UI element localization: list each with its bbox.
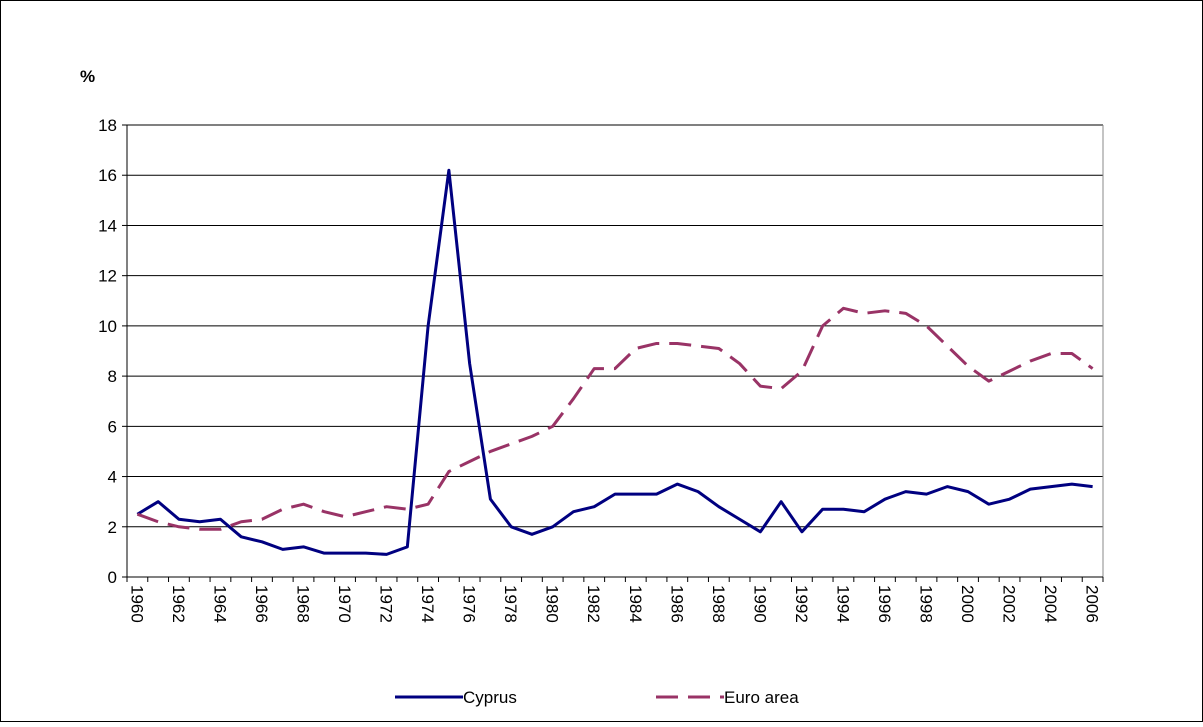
- x-tick-label: 1974: [418, 585, 437, 623]
- x-tick-label: 1970: [335, 585, 354, 623]
- series-line: [136, 306, 1094, 531]
- x-tick-label: 1976: [460, 585, 479, 623]
- y-tick-label: 16: [98, 166, 117, 185]
- x-tick-label: 1998: [916, 585, 935, 623]
- x-tick-label: 2000: [958, 585, 977, 623]
- x-tick-label: 1978: [501, 585, 520, 623]
- series-line: [136, 168, 1093, 556]
- y-tick-label: 4: [108, 468, 117, 487]
- x-tick-label: 1972: [377, 585, 396, 623]
- y-tick-label: 10: [98, 317, 117, 336]
- x-tick-label: 2002: [1000, 585, 1019, 623]
- x-tick-label: 1980: [543, 585, 562, 623]
- y-tick-label: 14: [98, 216, 117, 235]
- x-tick-label: 2006: [1083, 585, 1102, 623]
- x-tick-label: 1992: [792, 585, 811, 623]
- x-tick-label: 1984: [626, 585, 645, 623]
- x-tick-label: 1962: [169, 585, 188, 623]
- y-tick-label: 6: [108, 417, 117, 436]
- x-tick-label: 1964: [210, 585, 229, 623]
- y-tick-label: 2: [108, 518, 117, 537]
- x-tick-label: 2004: [1041, 585, 1060, 623]
- x-tick-label: 1960: [127, 585, 146, 623]
- x-tick-label: 1988: [709, 585, 728, 623]
- x-tick-label: 1982: [584, 585, 603, 623]
- legend-label: Cyprus: [463, 688, 517, 707]
- y-tick-label: 8: [108, 367, 117, 386]
- x-tick-label: 1996: [875, 585, 894, 623]
- y-tick-label: 18: [98, 116, 117, 135]
- y-tick-label: 12: [98, 267, 117, 286]
- y-axis-label: %: [80, 67, 95, 86]
- x-tick-label: 1994: [833, 585, 852, 623]
- y-tick-label: 0: [108, 568, 117, 587]
- x-tick-label: 1968: [294, 585, 313, 623]
- x-tick-label: 1986: [667, 585, 686, 623]
- legend-label: Euro area: [724, 688, 799, 707]
- x-tick-label: 1990: [750, 585, 769, 623]
- x-tick-label: 1966: [252, 585, 271, 623]
